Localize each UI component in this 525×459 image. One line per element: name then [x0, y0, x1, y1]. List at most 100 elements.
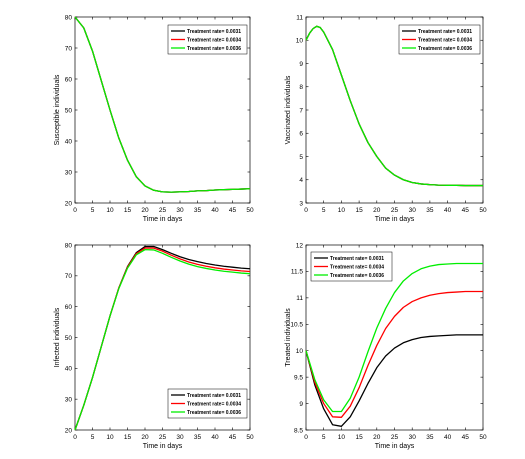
x-tick-label: 35: [426, 207, 434, 214]
legend-label: Treatment rate= 0.0036: [187, 410, 241, 416]
x-tick-label: 5: [322, 434, 326, 441]
series-line-3: [305, 262, 483, 413]
legend-label: Treatment rate= 0.0034: [418, 37, 472, 43]
series-line-3: [305, 25, 483, 187]
legend-label: Treatment rate= 0.0034: [187, 401, 241, 407]
x-axis-label: Time in days: [143, 216, 183, 223]
legend-label: Treatment rate= 0.0031: [330, 256, 384, 262]
x-tick-label: 0: [73, 207, 77, 214]
y-tick-label: 30: [65, 169, 73, 176]
x-tick-label: 30: [176, 434, 184, 441]
legend: Treatment rate= 0.0031 Treatment rate= 0.…: [310, 251, 393, 282]
x-tick-label: 25: [159, 207, 167, 214]
x-tick-label: 40: [444, 434, 452, 441]
x-tick-label: 30: [409, 434, 417, 441]
y-tick-label: 80: [65, 242, 73, 249]
y-tick-label: 7: [299, 107, 303, 114]
x-tick-label: 10: [106, 434, 114, 441]
legend-label: Treatment rate= 0.0036: [418, 46, 472, 52]
x-tick-label: 20: [373, 434, 381, 441]
y-tick-label: 40: [65, 138, 73, 145]
y-tick-label: 20: [65, 200, 73, 207]
plot-1: 0 5 10 15 20 25 30 35 40 45 50 20 30 40 50 60 70 80 Time i…: [54, 14, 254, 223]
y-tick-label: 50: [65, 107, 73, 114]
x-tick-label: 5: [322, 207, 326, 214]
x-tick-label: 50: [479, 207, 487, 214]
legend-label: Treatment rate= 0.0034: [330, 264, 384, 270]
legend-label: Treatment rate= 0.0036: [330, 273, 384, 279]
x-tick-label: 0: [304, 207, 308, 214]
x-tick-label: 45: [229, 434, 237, 441]
legend-label: Treatment rate= 0.0031: [187, 393, 241, 399]
y-tick-label: 70: [65, 45, 73, 52]
x-tick-label: 45: [462, 207, 470, 214]
y-tick-label: 5: [299, 154, 303, 161]
y-tick-label: 50: [65, 335, 73, 342]
legend-label: Treatment rate= 0.0036: [187, 46, 241, 52]
legend: Treatment rate= 0.0031 Treatment rate= 0.…: [398, 24, 481, 55]
x-tick-label: 25: [391, 434, 399, 441]
x-tick-label: 15: [124, 434, 132, 441]
x-tick-label: 35: [194, 434, 202, 441]
x-tick-label: 50: [479, 434, 487, 441]
legend: Treatment rate= 0.0031 Treatment rate= 0.…: [167, 24, 248, 55]
x-tick-label: 25: [391, 207, 399, 214]
y-tick-label: 6: [299, 131, 303, 138]
x-tick-label: 20: [141, 434, 149, 441]
y-tick-label: 9: [299, 61, 303, 68]
series-line-1: [305, 334, 483, 427]
x-axis-label: Time in days: [143, 443, 183, 450]
y-tick-label: 4: [299, 177, 303, 184]
x-axis-label: Time in days: [375, 443, 415, 450]
x-tick-label: 30: [409, 207, 417, 214]
y-tick-label: 60: [65, 76, 73, 83]
x-tick-label: 10: [338, 207, 346, 214]
y-axis-label: Infected individuals: [54, 307, 61, 367]
y-tick-label: 11: [296, 14, 303, 21]
x-tick-label: 20: [373, 207, 381, 214]
x-tick-label: 35: [194, 207, 202, 214]
x-tick-label: 5: [91, 434, 95, 441]
x-tick-label: 40: [211, 434, 219, 441]
series-line-3: [74, 248, 251, 431]
legend-label: Treatment rate= 0.0031: [187, 29, 241, 35]
y-tick-label: 8.5: [294, 427, 303, 434]
y-tick-label: 9.5: [294, 374, 303, 381]
x-tick-label: 0: [73, 434, 77, 441]
x-tick-label: 15: [355, 207, 363, 214]
x-tick-label: 10: [338, 434, 346, 441]
y-tick-label: 3: [299, 200, 303, 207]
x-tick-label: 45: [462, 434, 470, 441]
series-line-3: [74, 16, 251, 193]
y-tick-label: 60: [65, 304, 73, 311]
plot-3: 0 5 10 15 20 25 30 35 40 45 50 20 30 40 50 60 70 80 Time i…: [54, 242, 254, 450]
y-tick-label: 10: [296, 348, 304, 355]
y-tick-label: 40: [65, 366, 73, 373]
y-axis-label: Treated individuals: [285, 308, 292, 367]
x-tick-label: 0: [304, 434, 308, 441]
x-tick-label: 20: [141, 207, 149, 214]
x-tick-label: 50: [246, 434, 254, 441]
y-tick-label: 30: [65, 396, 73, 403]
x-tick-label: 15: [124, 207, 132, 214]
series-line-2: [305, 290, 483, 418]
x-axis-label: Time in days: [375, 216, 415, 223]
y-tick-label: 11: [296, 295, 303, 302]
y-axis-label: Vaccinated individuals: [285, 75, 292, 144]
y-tick-label: 20: [65, 427, 73, 434]
x-tick-label: 25: [159, 434, 167, 441]
plot-4: 0 5 10 15 20 25 30 35 40 45 50 8.5 9 9.5 10 10.5 11 11.5 1…: [285, 242, 487, 450]
x-tick-label: 40: [211, 207, 219, 214]
y-axis-label: Susceptible individuals: [54, 74, 61, 145]
y-tick-label: 10: [296, 38, 304, 45]
x-tick-label: 10: [106, 207, 114, 214]
x-tick-label: 50: [246, 207, 254, 214]
y-tick-label: 8: [299, 84, 303, 91]
x-tick-label: 30: [176, 207, 184, 214]
y-tick-label: 11.5: [291, 269, 304, 276]
y-tick-label: 9: [299, 401, 303, 408]
x-tick-label: 40: [444, 207, 452, 214]
y-tick-label: 70: [65, 273, 73, 280]
